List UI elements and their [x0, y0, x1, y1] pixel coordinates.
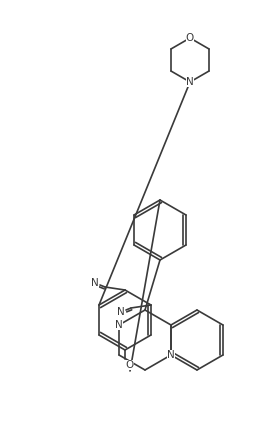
Text: N: N: [117, 307, 125, 317]
Text: N: N: [91, 278, 99, 288]
Text: O: O: [126, 360, 134, 370]
Text: O: O: [186, 33, 194, 43]
Text: N: N: [167, 350, 175, 360]
Text: N: N: [186, 77, 194, 87]
Text: N: N: [115, 320, 123, 330]
